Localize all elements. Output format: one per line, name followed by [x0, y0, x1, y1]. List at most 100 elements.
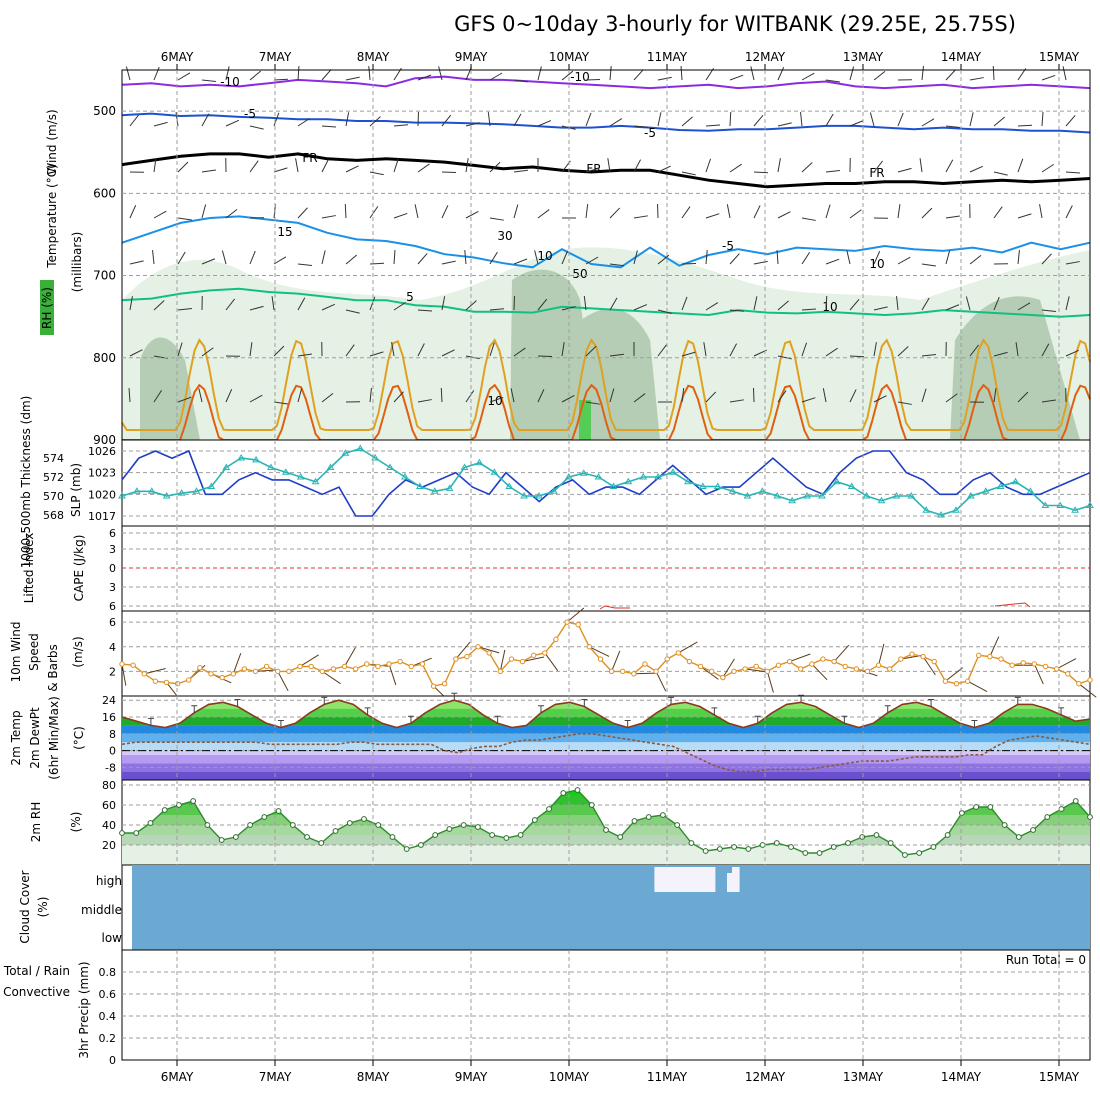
wind-barb: [921, 66, 924, 81]
wind-barb: [681, 206, 691, 219]
wind-barb: [585, 204, 589, 219]
ylabel-thickness: 1000-500mb Thickness (dm): [19, 396, 33, 569]
wind-barb: [153, 66, 160, 81]
wind-speed-marker: [820, 656, 826, 662]
wind-barb: [441, 114, 452, 127]
rh-marker: [987, 804, 994, 810]
wind-barb: [225, 66, 230, 81]
thickness-marker: [281, 468, 290, 475]
wind-speed-marker: [519, 658, 526, 665]
thickness-marker: [594, 473, 603, 480]
wind-speed-marker: [1020, 660, 1026, 666]
wind-barb: [249, 394, 263, 403]
ylabel-temperature: Temperature (°C): [45, 164, 59, 269]
wind-barb: [1015, 342, 1019, 357]
wind-barb: [465, 158, 469, 173]
wind-barb: [489, 161, 501, 173]
wind-barb: [489, 217, 504, 221]
wind-barb: [345, 76, 360, 81]
thickness-tick: 570: [43, 490, 64, 503]
wind-barb: [177, 161, 189, 173]
minmax-marker: [191, 705, 198, 713]
rh-marker: [147, 820, 154, 826]
thickness-marker: [639, 473, 648, 480]
wind-barb: [201, 258, 216, 265]
ylabel-total-rain: Total / Rain: [3, 964, 70, 978]
wind-barb-10m: [833, 644, 850, 662]
wind-barb-10m: [544, 652, 559, 672]
wind-barb: [945, 304, 960, 311]
wind-barb: [417, 309, 433, 312]
stability-panel: 6 3 0 3 6 Lifted Index CAPE (J/kg): [22, 525, 1091, 613]
cape-trace: [599, 602, 1031, 610]
wind-barb: [129, 260, 144, 265]
wind-speed-marker: [174, 680, 181, 687]
precip-tick: 0.6: [99, 988, 117, 1001]
thickness-marker: [1086, 501, 1094, 508]
wind-barb: [177, 72, 191, 81]
wind-barb: [897, 167, 912, 173]
day-label-top: 14MAY: [941, 50, 982, 64]
wind-10m-plot: 6 4 2: [109, 607, 1097, 702]
wind-barb: [369, 296, 376, 311]
wind-barb-10m: [522, 656, 545, 663]
day-label-top: 6MAY: [161, 50, 194, 64]
wind-tick: 6: [109, 616, 116, 629]
thickness-marker: [356, 444, 365, 451]
thickness-marker: [445, 484, 454, 491]
cloud-gap: [654, 867, 667, 892]
day-label-top: 9MAY: [455, 50, 488, 64]
wind-barb: [705, 250, 708, 265]
wind-speed-marker: [1042, 663, 1049, 670]
rh-marker: [133, 830, 140, 836]
contour-label: 10: [822, 300, 837, 314]
wind-speed-marker: [775, 662, 782, 668]
wind-speed-marker: [408, 663, 414, 670]
wind-barb: [849, 389, 857, 403]
wind-barb-10m: [455, 641, 471, 660]
thickness-tick: 568: [43, 509, 64, 522]
wind-tick: 4: [109, 641, 116, 654]
series-slp: [121, 449, 1091, 517]
minmax-marker: [494, 715, 501, 724]
temp-tick: 24: [102, 694, 116, 707]
wind-barb: [919, 158, 923, 173]
wind-barb: [801, 72, 815, 81]
rh-tick: 20: [102, 839, 116, 852]
minmax-marker: [407, 715, 414, 724]
contour-label: 15: [277, 225, 292, 239]
wind-barb: [825, 204, 831, 219]
wind-barb: [321, 69, 332, 81]
wind-barb: [705, 213, 720, 219]
precip-tick: 0.2: [99, 1032, 117, 1045]
ylabel-10m-wind: 10m Wind: [9, 622, 23, 683]
ylabel-6hr-minmax: (6hr Min/Max): [47, 696, 61, 780]
thickness-marker: [922, 506, 931, 513]
rh-marker: [916, 850, 923, 856]
wind-barb: [1065, 171, 1081, 174]
wind-barb: [249, 160, 259, 173]
thickness-marker: [1071, 506, 1079, 513]
wind-barb: [897, 401, 912, 405]
wind-barb: [681, 351, 696, 357]
rh-marker: [944, 832, 951, 838]
wind-barb: [1041, 343, 1050, 357]
rh-marker: [361, 816, 367, 822]
wind-barb-10m: [766, 671, 774, 693]
wind-10m-panel: 6 4 2 10m Wind Speed & Barbs (m/s): [9, 607, 1097, 702]
wind-barb-10m: [589, 646, 610, 657]
thickness-marker: [401, 473, 409, 480]
wind-barb: [729, 163, 742, 173]
wind-barb: [1065, 349, 1079, 357]
contour-label: -10: [570, 70, 590, 84]
wind-barb: [1041, 74, 1056, 81]
cloud-notch: [747, 867, 757, 873]
wind-barb: [201, 347, 214, 357]
wind-barb: [1017, 124, 1033, 127]
rh-marker: [745, 846, 752, 852]
minmax-marker: [884, 705, 891, 713]
minmax-marker: [1014, 696, 1021, 705]
wind-barb: [705, 391, 717, 403]
thickness-marker: [624, 477, 633, 485]
wind-barb: [776, 249, 779, 265]
